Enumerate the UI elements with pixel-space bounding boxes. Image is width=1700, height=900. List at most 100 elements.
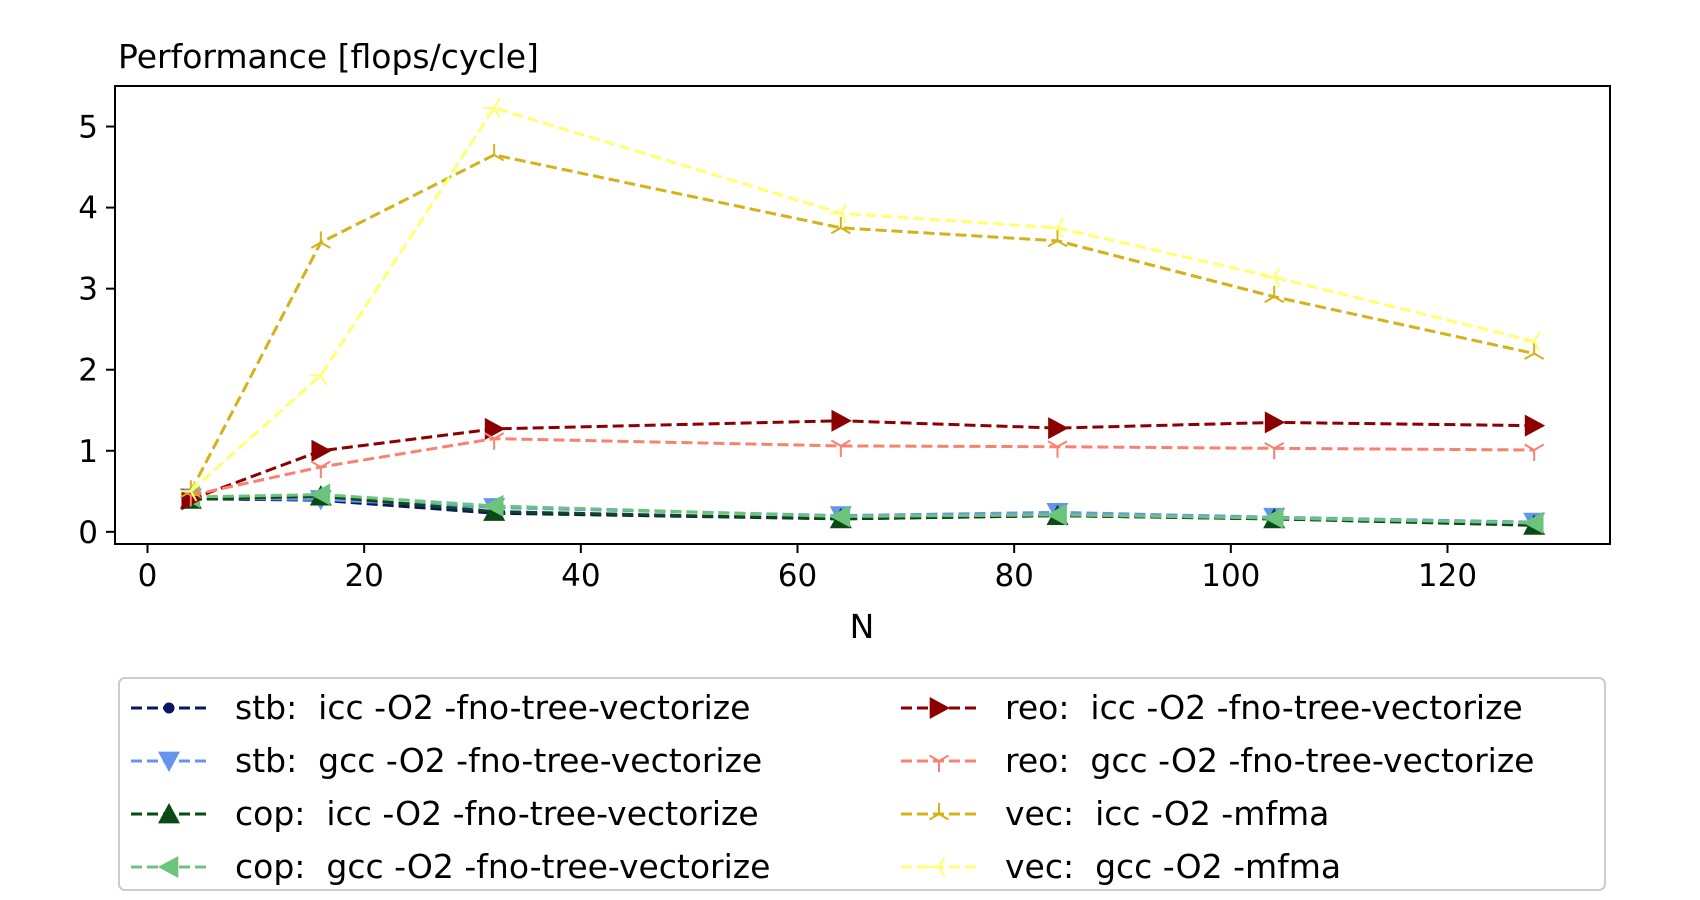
data-point-marker xyxy=(320,241,331,249)
axis-layer: 0 20 40 60 80 100 120 0 1 2 3 4 5 xyxy=(78,110,1477,594)
data-point-marker xyxy=(1046,503,1067,526)
data-point-marker xyxy=(320,460,331,468)
data-point-marker xyxy=(1048,417,1069,440)
legend-entry: cop: icc -O2 -fno-tree-vectorize xyxy=(131,794,759,833)
legend-label: reo: icc -O2 -fno-tree-vectorize xyxy=(1005,688,1523,727)
y-tick-label: 2 xyxy=(78,353,98,389)
series-5 xyxy=(180,432,1545,507)
data-point-marker xyxy=(309,483,331,506)
data-point-marker xyxy=(840,226,851,235)
series-line xyxy=(190,419,1535,501)
data-point-marker xyxy=(1056,239,1068,248)
data-point-marker xyxy=(319,374,328,386)
data-point-marker xyxy=(158,803,180,824)
legend-entry: stb: icc -O2 -fno-tree-vectorize xyxy=(131,688,750,727)
legend-entry: cop: gcc -O2 -fno-tree-vectorize xyxy=(131,847,770,886)
plot-frame xyxy=(114,85,1611,545)
legend-items: stb: icc -O2 -fno-tree-vectorize stb: gcc… xyxy=(131,688,1534,886)
series-line xyxy=(189,106,1535,493)
data-point-marker xyxy=(484,417,506,440)
data-point-marker xyxy=(158,751,180,772)
data-point-marker xyxy=(319,365,328,376)
data-point-marker xyxy=(493,154,505,162)
series-7 xyxy=(179,97,1541,502)
data-point-marker xyxy=(189,490,198,502)
legend: stb: icc -O2 -fno-tree-vectorize stb: gcc… xyxy=(118,677,1606,891)
data-point-marker xyxy=(1273,441,1285,450)
data-point-marker xyxy=(830,439,842,447)
data-point-marker xyxy=(1273,276,1281,288)
data-point-marker xyxy=(1264,441,1275,450)
series-3 xyxy=(179,483,1544,534)
legend-label: vec: gcc -O2 -mfma xyxy=(1005,847,1341,886)
data-point-marker xyxy=(1047,239,1059,248)
data-point-marker xyxy=(830,226,842,235)
data-point-marker xyxy=(1524,443,1535,451)
legend-entry: vec: gcc -O2 -mfma xyxy=(901,847,1341,886)
data-point-marker xyxy=(158,856,179,878)
data-point-marker xyxy=(1264,411,1286,434)
data-point-marker xyxy=(938,754,950,762)
data-point-marker xyxy=(1273,267,1281,278)
data-point-marker xyxy=(1047,440,1059,448)
data-point-marker xyxy=(829,505,851,528)
chart-title: Performance [flops/cycle] xyxy=(118,37,539,76)
data-point-marker xyxy=(493,97,501,109)
series-4 xyxy=(181,409,1546,511)
legend-label: vec: icc -O2 -mfma xyxy=(1005,794,1329,833)
data-point-marker xyxy=(484,154,495,162)
data-point-marker xyxy=(831,409,852,432)
data-point-marker xyxy=(189,481,198,492)
data-point-marker xyxy=(1056,227,1064,238)
data-point-marker xyxy=(928,813,940,821)
x-tick-label: 60 xyxy=(778,558,817,594)
x-axis-label: N xyxy=(850,607,875,646)
data-point-marker xyxy=(1523,511,1544,534)
series-6 xyxy=(180,143,1545,498)
x-tick-label: 100 xyxy=(1201,558,1260,594)
legend-entry: stb: gcc -O2 -fno-tree-vectorize xyxy=(131,741,762,780)
series-1 xyxy=(179,488,1546,534)
series-line xyxy=(190,437,1535,497)
legend-entry: reo: icc -O2 -fno-tree-vectorize xyxy=(901,688,1523,727)
data-point-marker xyxy=(311,439,332,462)
legend-label: cop: gcc -O2 -fno-tree-vectorize xyxy=(235,847,770,886)
y-tick-label: 3 xyxy=(78,272,98,308)
data-point-marker xyxy=(1533,443,1545,451)
data-point-marker xyxy=(938,856,946,868)
data-point-marker xyxy=(1524,414,1546,437)
data-point-marker xyxy=(1533,352,1545,360)
data-point-marker xyxy=(840,439,851,447)
data-point-marker xyxy=(484,432,495,440)
data-point-marker xyxy=(1533,331,1541,342)
x-tick-label: 120 xyxy=(1418,558,1477,594)
legend-label: cop: icc -O2 -fno-tree-vectorize xyxy=(235,794,759,833)
legend-label: stb: gcc -O2 -fno-tree-vectorize xyxy=(235,741,762,780)
data-point-marker xyxy=(1273,295,1285,304)
data-point-marker xyxy=(839,203,848,214)
data-point-marker xyxy=(1056,217,1064,229)
y-tick-label: 5 xyxy=(78,110,98,146)
data-point-marker xyxy=(163,702,175,714)
data-point-marker xyxy=(938,813,950,821)
data-point-marker xyxy=(938,866,946,878)
data-point-marker xyxy=(839,212,848,224)
legend-entry: vec: icc -O2 -mfma xyxy=(901,794,1329,833)
data-point-marker xyxy=(1056,440,1068,448)
data-point-marker xyxy=(1264,295,1275,304)
x-tick-label: 80 xyxy=(994,558,1033,594)
legend-label: stb: icc -O2 -fno-tree-vectorize xyxy=(235,688,750,727)
data-point-marker xyxy=(1533,340,1541,352)
series-2 xyxy=(179,485,1546,535)
data-point-marker xyxy=(1524,352,1535,360)
legend-entry: reo: gcc -O2 -fno-tree-vectorize xyxy=(901,741,1534,780)
y-tick-label: 4 xyxy=(78,191,98,227)
data-point-marker xyxy=(310,241,322,249)
x-tick-label: 40 xyxy=(561,558,600,594)
data-point-marker xyxy=(929,697,950,719)
data-point-marker xyxy=(493,432,505,440)
data-point-marker xyxy=(493,107,501,118)
x-tick-label: 0 xyxy=(138,558,158,594)
x-tick-label: 20 xyxy=(344,558,383,594)
